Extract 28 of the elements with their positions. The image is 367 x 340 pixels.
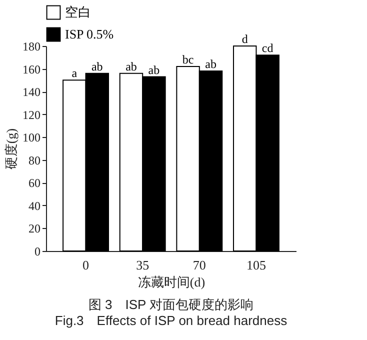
y-tick-label: 140 (22, 85, 40, 100)
text: 图 3 ISP 对面包硬度的影响 (88, 297, 254, 312)
text: Fig.3 Effects of ISP on bread hardness (54, 313, 288, 328)
y-tick-label: 20 (28, 222, 40, 236)
y-tick-label: 180 (22, 40, 40, 54)
y-axis-title: 硬度(g) (4, 128, 18, 170)
data-label: ab (126, 59, 137, 74)
y-tick-label: 160 (22, 62, 40, 76)
y-tick-label: 120 (22, 108, 40, 122)
y-tick-label: 60 (28, 176, 40, 190)
x-tick-label: 105 (246, 258, 266, 272)
x-tick-label: 35 (136, 258, 150, 272)
data-label: d (242, 32, 248, 46)
legend-label: 空白 (65, 4, 91, 20)
x-tick-label: 0 (82, 258, 90, 272)
legend-label: ISP 0.5% (65, 26, 114, 42)
y-tick-label: 80 (28, 153, 40, 168)
data-label: ab (91, 59, 103, 74)
x-tick-label: 70 (192, 258, 206, 272)
data-label: ab (148, 62, 160, 77)
y-tick-label: 40 (28, 198, 40, 213)
data-label: cd (262, 41, 274, 56)
y-tick-label: 0 (34, 244, 40, 258)
y-tick-label: 100 (22, 130, 40, 145)
data-label: ab (205, 57, 216, 72)
x-axis-title: 冻藏时间(d) (138, 274, 206, 290)
data-label: a (72, 66, 78, 80)
data-label: bc (182, 52, 194, 66)
